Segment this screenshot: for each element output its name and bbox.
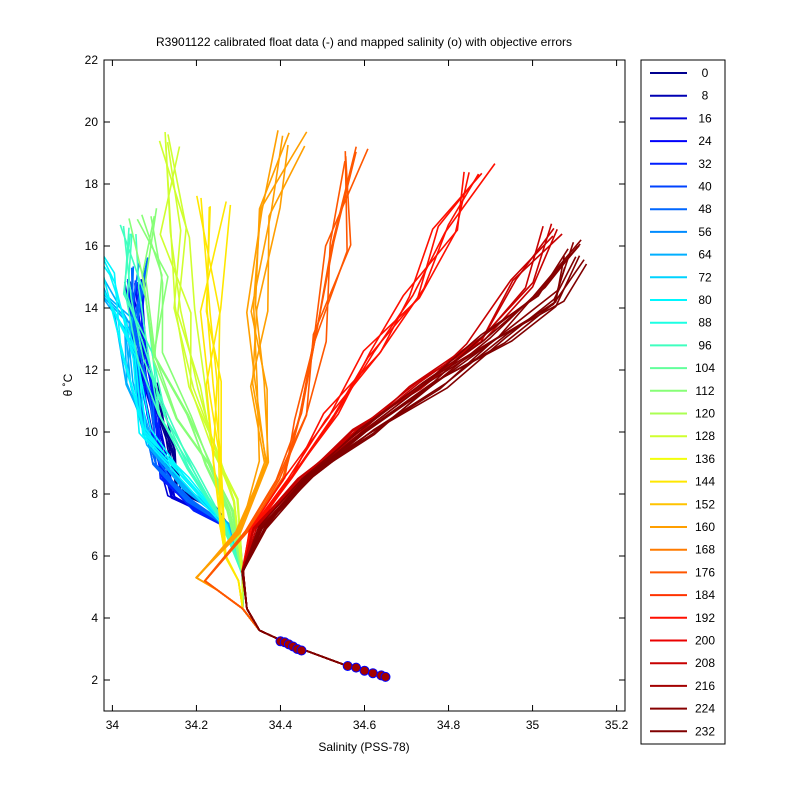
x-axis-ticks: 34 34.2 34.4 34.6 34.8 35 35.2 (106, 60, 629, 732)
legend-label: 168 (695, 543, 715, 557)
y-tick-label: 20 (85, 115, 99, 129)
legend-label: 32 (698, 157, 712, 171)
legend-item-144: 144 (650, 475, 715, 489)
y-tick-label: 22 (85, 53, 99, 67)
y-tick-label: 8 (91, 487, 98, 501)
legend-box (640, 59, 726, 745)
legend-label: 160 (695, 520, 715, 534)
y-tick-label: 10 (85, 425, 99, 439)
legend-label: 120 (695, 407, 715, 421)
x-axis-label: Salinity (PSS-78) (318, 740, 409, 754)
x-tick-label: 34.2 (185, 718, 209, 732)
legend-label: 216 (695, 679, 715, 693)
chart-title: R3901122 calibrated float data (-) and m… (156, 35, 572, 49)
legend-item-184: 184 (650, 588, 715, 602)
legend-item-136: 136 (650, 452, 715, 466)
y-tick-label: 12 (85, 363, 99, 377)
y-tick-label: 4 (91, 611, 98, 625)
legend: 0 8 16 24 32 40 48 56 64 72 80 88 96 104 112 120 128 136 1… (640, 59, 726, 745)
legend-label: 80 (698, 293, 712, 307)
y-axis-label: θ ˚C (61, 373, 75, 396)
legend-label: 128 (695, 429, 715, 443)
legend-item-88: 88 (650, 316, 712, 330)
legend-label: 104 (695, 361, 715, 375)
legend-item-120: 120 (650, 407, 715, 421)
mapped-point (342, 661, 353, 671)
legend-label: 192 (695, 611, 715, 625)
legend-label: 24 (698, 134, 712, 148)
mapped-point (380, 671, 391, 682)
legend-item-112: 112 (650, 384, 715, 398)
legend-label: 72 (698, 270, 712, 284)
legend-label: 144 (695, 475, 715, 489)
x-tick-label: 35.2 (605, 718, 629, 732)
y-tick-label: 16 (85, 239, 99, 253)
y-tick-label: 6 (91, 549, 98, 563)
legend-item-232: 232 (650, 724, 715, 738)
legend-label: 152 (695, 497, 715, 511)
x-tick-label: 34.4 (269, 718, 293, 732)
legend-label: 48 (698, 202, 712, 216)
mapped-point (351, 662, 362, 673)
legend-item-152: 152 (650, 497, 715, 511)
mapped-points-group (275, 636, 391, 682)
x-tick-label: 35 (526, 718, 540, 732)
mapped-point (296, 645, 307, 656)
legend-item-40: 40 (650, 180, 712, 194)
y-tick-label: 18 (85, 177, 99, 191)
legend-item-176: 176 (650, 565, 715, 579)
legend-label: 40 (698, 180, 712, 194)
legend-item-216: 216 (650, 679, 715, 693)
legend-label: 208 (695, 656, 715, 670)
legend-label: 232 (695, 724, 715, 738)
legend-label: 88 (698, 316, 712, 330)
legend-item-80: 80 (650, 293, 712, 307)
legend-item-208: 208 (650, 656, 715, 670)
legend-item-8: 8 (650, 89, 709, 103)
legend-label: 136 (695, 452, 715, 466)
legend-item-168: 168 (650, 543, 715, 557)
legend-item-0: 0 (650, 66, 709, 80)
legend-item-72: 72 (650, 270, 712, 284)
legend-label: 224 (695, 702, 715, 716)
mapped-point (359, 665, 370, 676)
legend-item-16: 16 (650, 111, 712, 125)
legend-item-24: 24 (650, 134, 712, 148)
legend-label: 56 (698, 225, 712, 239)
plot-area: 34 34.2 34.4 34.6 34.8 35 35.2 246810121416182… (85, 53, 629, 732)
y-tick-label: 2 (91, 673, 98, 687)
legend-label: 96 (698, 338, 712, 352)
legend-item-96: 96 (650, 338, 712, 352)
legend-label: 184 (695, 588, 715, 602)
legend-label: 112 (695, 384, 714, 398)
legend-item-64: 64 (650, 248, 712, 262)
legend-items: 0 8 16 24 32 40 48 56 64 72 80 88 96 104 112 120 128 136 1… (650, 66, 715, 738)
legend-item-56: 56 (650, 225, 712, 239)
x-tick-label: 34.6 (353, 718, 377, 732)
legend-label: 176 (695, 565, 715, 579)
legend-label: 200 (695, 634, 715, 648)
legend-label: 8 (702, 89, 709, 103)
legend-label: 16 (698, 111, 712, 125)
x-tick-label: 34.8 (437, 718, 461, 732)
legend-item-200: 200 (650, 634, 715, 648)
mapped-point (367, 668, 378, 679)
legend-label: 0 (702, 66, 709, 80)
legend-item-224: 224 (650, 702, 715, 716)
legend-item-128: 128 (650, 429, 715, 443)
legend-item-192: 192 (650, 611, 715, 625)
legend-item-160: 160 (650, 520, 715, 534)
y-axis-ticks: 2 4 6 8 10 12 14 16 18 20 22 (85, 53, 625, 687)
legend-label: 64 (698, 248, 712, 262)
legend-item-104: 104 (650, 361, 715, 375)
legend-item-32: 32 (650, 157, 712, 171)
y-tick-label: 14 (85, 301, 99, 315)
legend-item-48: 48 (650, 202, 712, 216)
x-tick-label: 34 (106, 718, 120, 732)
